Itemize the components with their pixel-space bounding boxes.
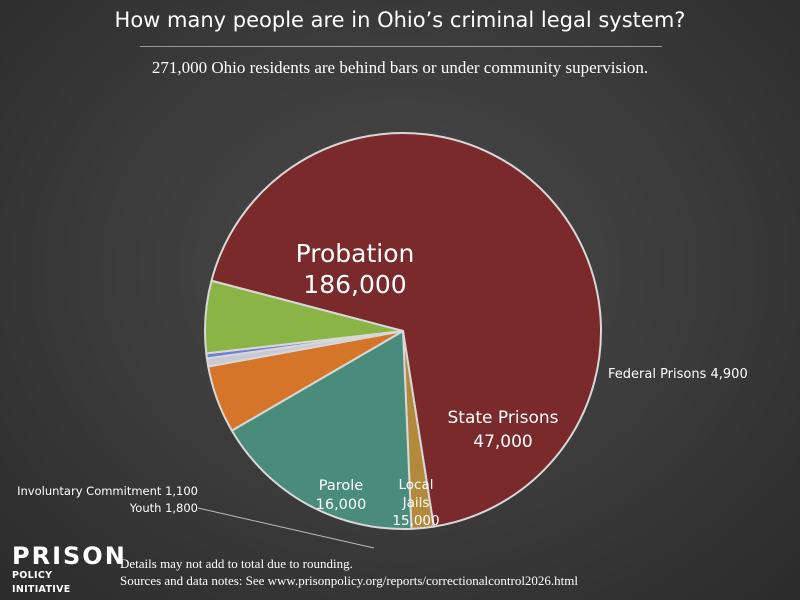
- sources-note: Sources and data notes: See www.prisonpo…: [120, 573, 579, 588]
- rounding-note: Details may not add to total due to roun…: [120, 556, 353, 571]
- slice-label-probation: Probation 186,000: [296, 239, 415, 299]
- pie-slice-parole: [204, 279, 404, 355]
- slice-label-federal-prisons: Federal Prisons 4,900: [608, 367, 748, 382]
- slice-label-local-jails: Local Jails 15,000: [392, 477, 439, 529]
- chart-title: How many people are in Ohio’s criminal l…: [114, 8, 686, 32]
- logo-subtitle: POLICY INITIATIVE: [12, 570, 71, 595]
- title-divider: [140, 46, 662, 47]
- slice-label-involuntary-commitment: Involuntary Commitment 1,100: [17, 484, 198, 498]
- leader-line-youth: [197, 507, 375, 549]
- footer-notes: Details may not add to total due to roun…: [120, 555, 780, 589]
- pie-slice-probation: [210, 132, 603, 528]
- prison-policy-logo: PRISON POLICY INITIATIVE: [12, 542, 127, 597]
- slice-label-state-prisons: State Prisons 47,000: [448, 408, 559, 452]
- logo-word: PRISON: [12, 542, 127, 570]
- pie-slice-state-prisons: [230, 330, 413, 530]
- chart-subtitle: 271,000 Ohio residents are behind bars o…: [151, 58, 649, 77]
- slice-label-parole: Parole 16,000: [316, 478, 367, 513]
- slice-label-youth: Youth 1,800: [129, 501, 198, 515]
